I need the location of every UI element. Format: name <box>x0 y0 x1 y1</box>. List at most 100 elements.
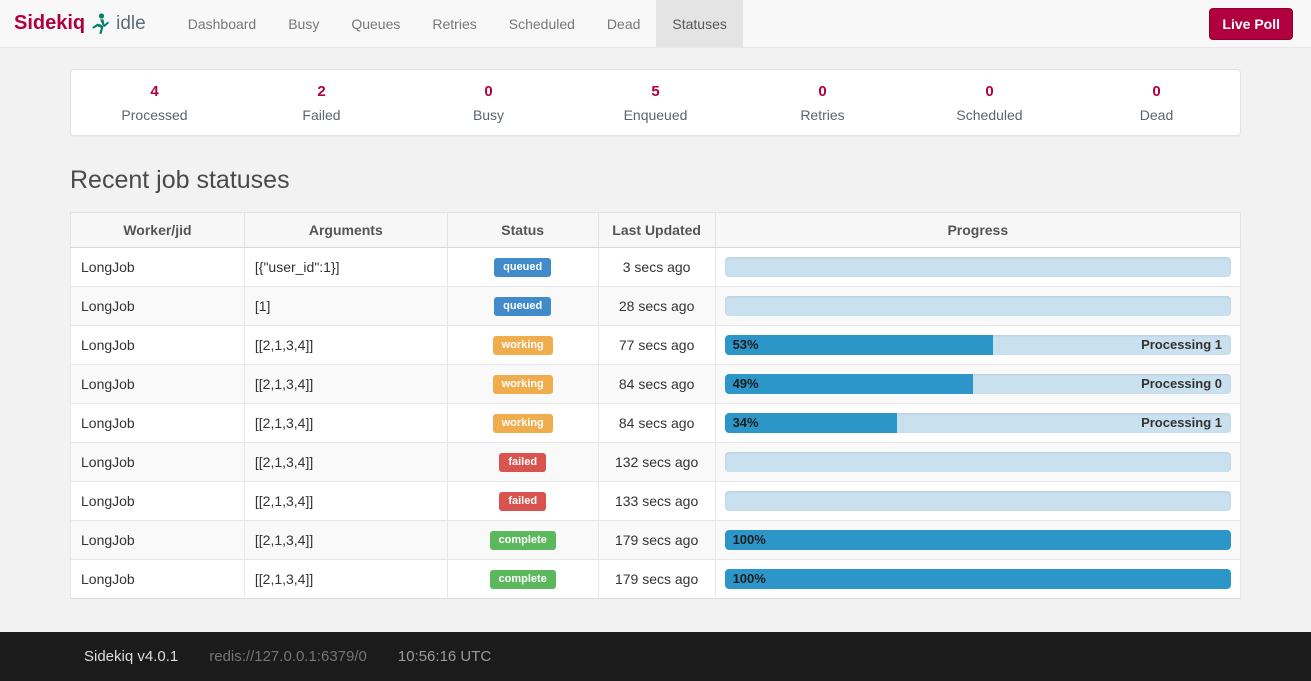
progress-bar: 100% <box>724 530 1231 550</box>
stat-busy[interactable]: 0 Busy <box>405 83 572 123</box>
nav-item-scheduled[interactable]: Scheduled <box>508 15 575 32</box>
cell-worker: LongJob <box>70 364 245 404</box>
cell-last-updated: 3 secs ago <box>597 247 716 287</box>
column-header-arguments: Arguments <box>243 212 448 248</box>
table-row: LongJob [[2,1,3,4]] working 84 secs ago 34% P… <box>70 403 1242 443</box>
stat-enqueued[interactable]: 5 Enqueued <box>572 83 739 123</box>
table-row: LongJob [[2,1,3,4]] failed 133 secs ago <box>70 481 1242 521</box>
nav-item-queues[interactable]: Queues <box>351 15 401 32</box>
stat-processed[interactable]: 4 Processed <box>71 83 238 123</box>
cell-progress: 49% Processing 0 <box>714 364 1242 404</box>
progress-bar-fill <box>724 374 973 394</box>
nav-item-busy[interactable]: Busy <box>288 15 320 32</box>
footer-version: Sidekiq v4.0.1 <box>84 648 179 665</box>
progress-bar-fill <box>724 530 1231 550</box>
stat-label: Scheduled <box>956 107 1023 123</box>
cell-last-updated: 28 secs ago <box>597 286 716 326</box>
status-badge: queued <box>494 297 552 316</box>
cell-status: complete <box>446 559 599 599</box>
column-header-last-updated: Last Updated <box>597 212 716 248</box>
cell-status: working <box>446 403 599 443</box>
stat-value: 4 <box>150 83 159 100</box>
cell-status: working <box>446 364 599 404</box>
brand[interactable]: Sidekiq idle <box>12 0 154 47</box>
cell-worker: LongJob <box>70 286 245 326</box>
table-row: LongJob [[2,1,3,4]] complete 179 secs ago 10… <box>70 520 1242 560</box>
stat-value: 0 <box>985 83 994 100</box>
stat-value: 0 <box>484 83 493 100</box>
stat-label: Busy <box>472 107 505 123</box>
cell-worker: LongJob <box>70 325 245 365</box>
cell-status: working <box>446 325 599 365</box>
cell-progress <box>714 481 1242 521</box>
stat-scheduled[interactable]: 0 Scheduled <box>906 83 1073 123</box>
stat-label: Processed <box>121 107 188 123</box>
cell-status: failed <box>446 481 599 521</box>
cell-last-updated: 84 secs ago <box>597 364 716 404</box>
cell-last-updated: 179 secs ago <box>597 520 716 560</box>
stat-label: Dead <box>1139 107 1174 123</box>
job-table-body: LongJob [{"user_id":1}] queued 3 secs ago Lo… <box>70 247 1242 599</box>
summary-stats-bar: 4 Processed 2 Failed 0 Busy 5 Enqueued 0 Retries 0… <box>70 69 1241 136</box>
status-badge: failed <box>499 453 547 472</box>
cell-worker: LongJob <box>70 481 245 521</box>
table-row: LongJob [[2,1,3,4]] complete 179 secs ago 10… <box>70 559 1242 599</box>
progress-message: Processing 0 <box>1141 376 1222 391</box>
stat-retries[interactable]: 0 Retries <box>739 83 906 123</box>
cell-worker: LongJob <box>70 559 245 599</box>
status-badge: failed <box>499 492 547 511</box>
cell-progress: 100% <box>714 520 1242 560</box>
stat-value: 0 <box>818 83 827 100</box>
progress-bar-fill <box>724 569 1231 589</box>
progress-percent-label: 100% <box>732 532 766 547</box>
column-header-progress: Progress <box>714 212 1242 248</box>
progress-percent-label: 100% <box>732 571 766 586</box>
cell-progress: 53% Processing 1 <box>714 325 1242 365</box>
table-row: LongJob [[2,1,3,4]] working 84 secs ago 49% P… <box>70 364 1242 404</box>
cell-arguments: [[2,1,3,4]] <box>243 559 448 599</box>
cell-progress <box>714 442 1242 482</box>
cell-worker: LongJob <box>70 442 245 482</box>
nav-item-dashboard[interactable]: Dashboard <box>187 15 257 32</box>
progress-bar: 100% <box>724 569 1231 589</box>
stat-label: Enqueued <box>623 107 688 123</box>
footer-timestamp: 10:56:16 UTC <box>397 648 492 665</box>
cell-status: failed <box>446 442 599 482</box>
progress-bar: 53% Processing 1 <box>724 335 1231 355</box>
status-badge: working <box>492 414 553 433</box>
cell-arguments: [{"user_id":1}] <box>243 247 448 287</box>
stat-failed[interactable]: 2 Failed <box>238 83 405 123</box>
cell-last-updated: 84 secs ago <box>597 403 716 443</box>
cell-arguments: [1] <box>243 286 448 326</box>
live-poll-button[interactable]: Live Poll <box>1209 7 1293 40</box>
nav-item-statuses[interactable]: Statuses <box>656 0 743 47</box>
progress-bar: 49% Processing 0 <box>724 374 1231 394</box>
stat-dead[interactable]: 0 Dead <box>1073 83 1240 123</box>
progress-percent-label: 49% <box>732 376 759 391</box>
nav-item-retries[interactable]: Retries <box>432 15 477 32</box>
progress-bar <box>724 491 1231 511</box>
cell-status: queued <box>446 286 599 326</box>
sidekiq-figure-icon <box>92 12 110 35</box>
process-status-label: idle <box>116 12 146 34</box>
cell-arguments: [[2,1,3,4]] <box>243 364 448 404</box>
cell-last-updated: 179 secs ago <box>597 559 716 599</box>
cell-last-updated: 132 secs ago <box>597 442 716 482</box>
cell-last-updated: 133 secs ago <box>597 481 716 521</box>
cell-worker: LongJob <box>70 247 245 287</box>
progress-bar-fill <box>724 413 897 433</box>
cell-status: queued <box>446 247 599 287</box>
cell-arguments: [[2,1,3,4]] <box>243 325 448 365</box>
cell-arguments: [[2,1,3,4]] <box>243 520 448 560</box>
progress-percent-label: 53% <box>732 337 759 352</box>
nav-item-dead[interactable]: Dead <box>606 15 641 32</box>
footer-redis-url: redis://127.0.0.1:6379/0 <box>209 648 367 665</box>
cell-arguments: [[2,1,3,4]] <box>243 481 448 521</box>
cell-progress <box>714 247 1242 287</box>
table-header-row: Worker/jid Arguments Status Last Updated… <box>70 212 1242 248</box>
navbar: Sidekiq idle Dashboard Busy Queues Retries S… <box>0 0 1311 48</box>
status-badge: working <box>492 336 553 355</box>
stat-value: 5 <box>651 83 660 100</box>
table-row: LongJob [[2,1,3,4]] failed 132 secs ago <box>70 442 1242 482</box>
cell-arguments: [[2,1,3,4]] <box>243 403 448 443</box>
